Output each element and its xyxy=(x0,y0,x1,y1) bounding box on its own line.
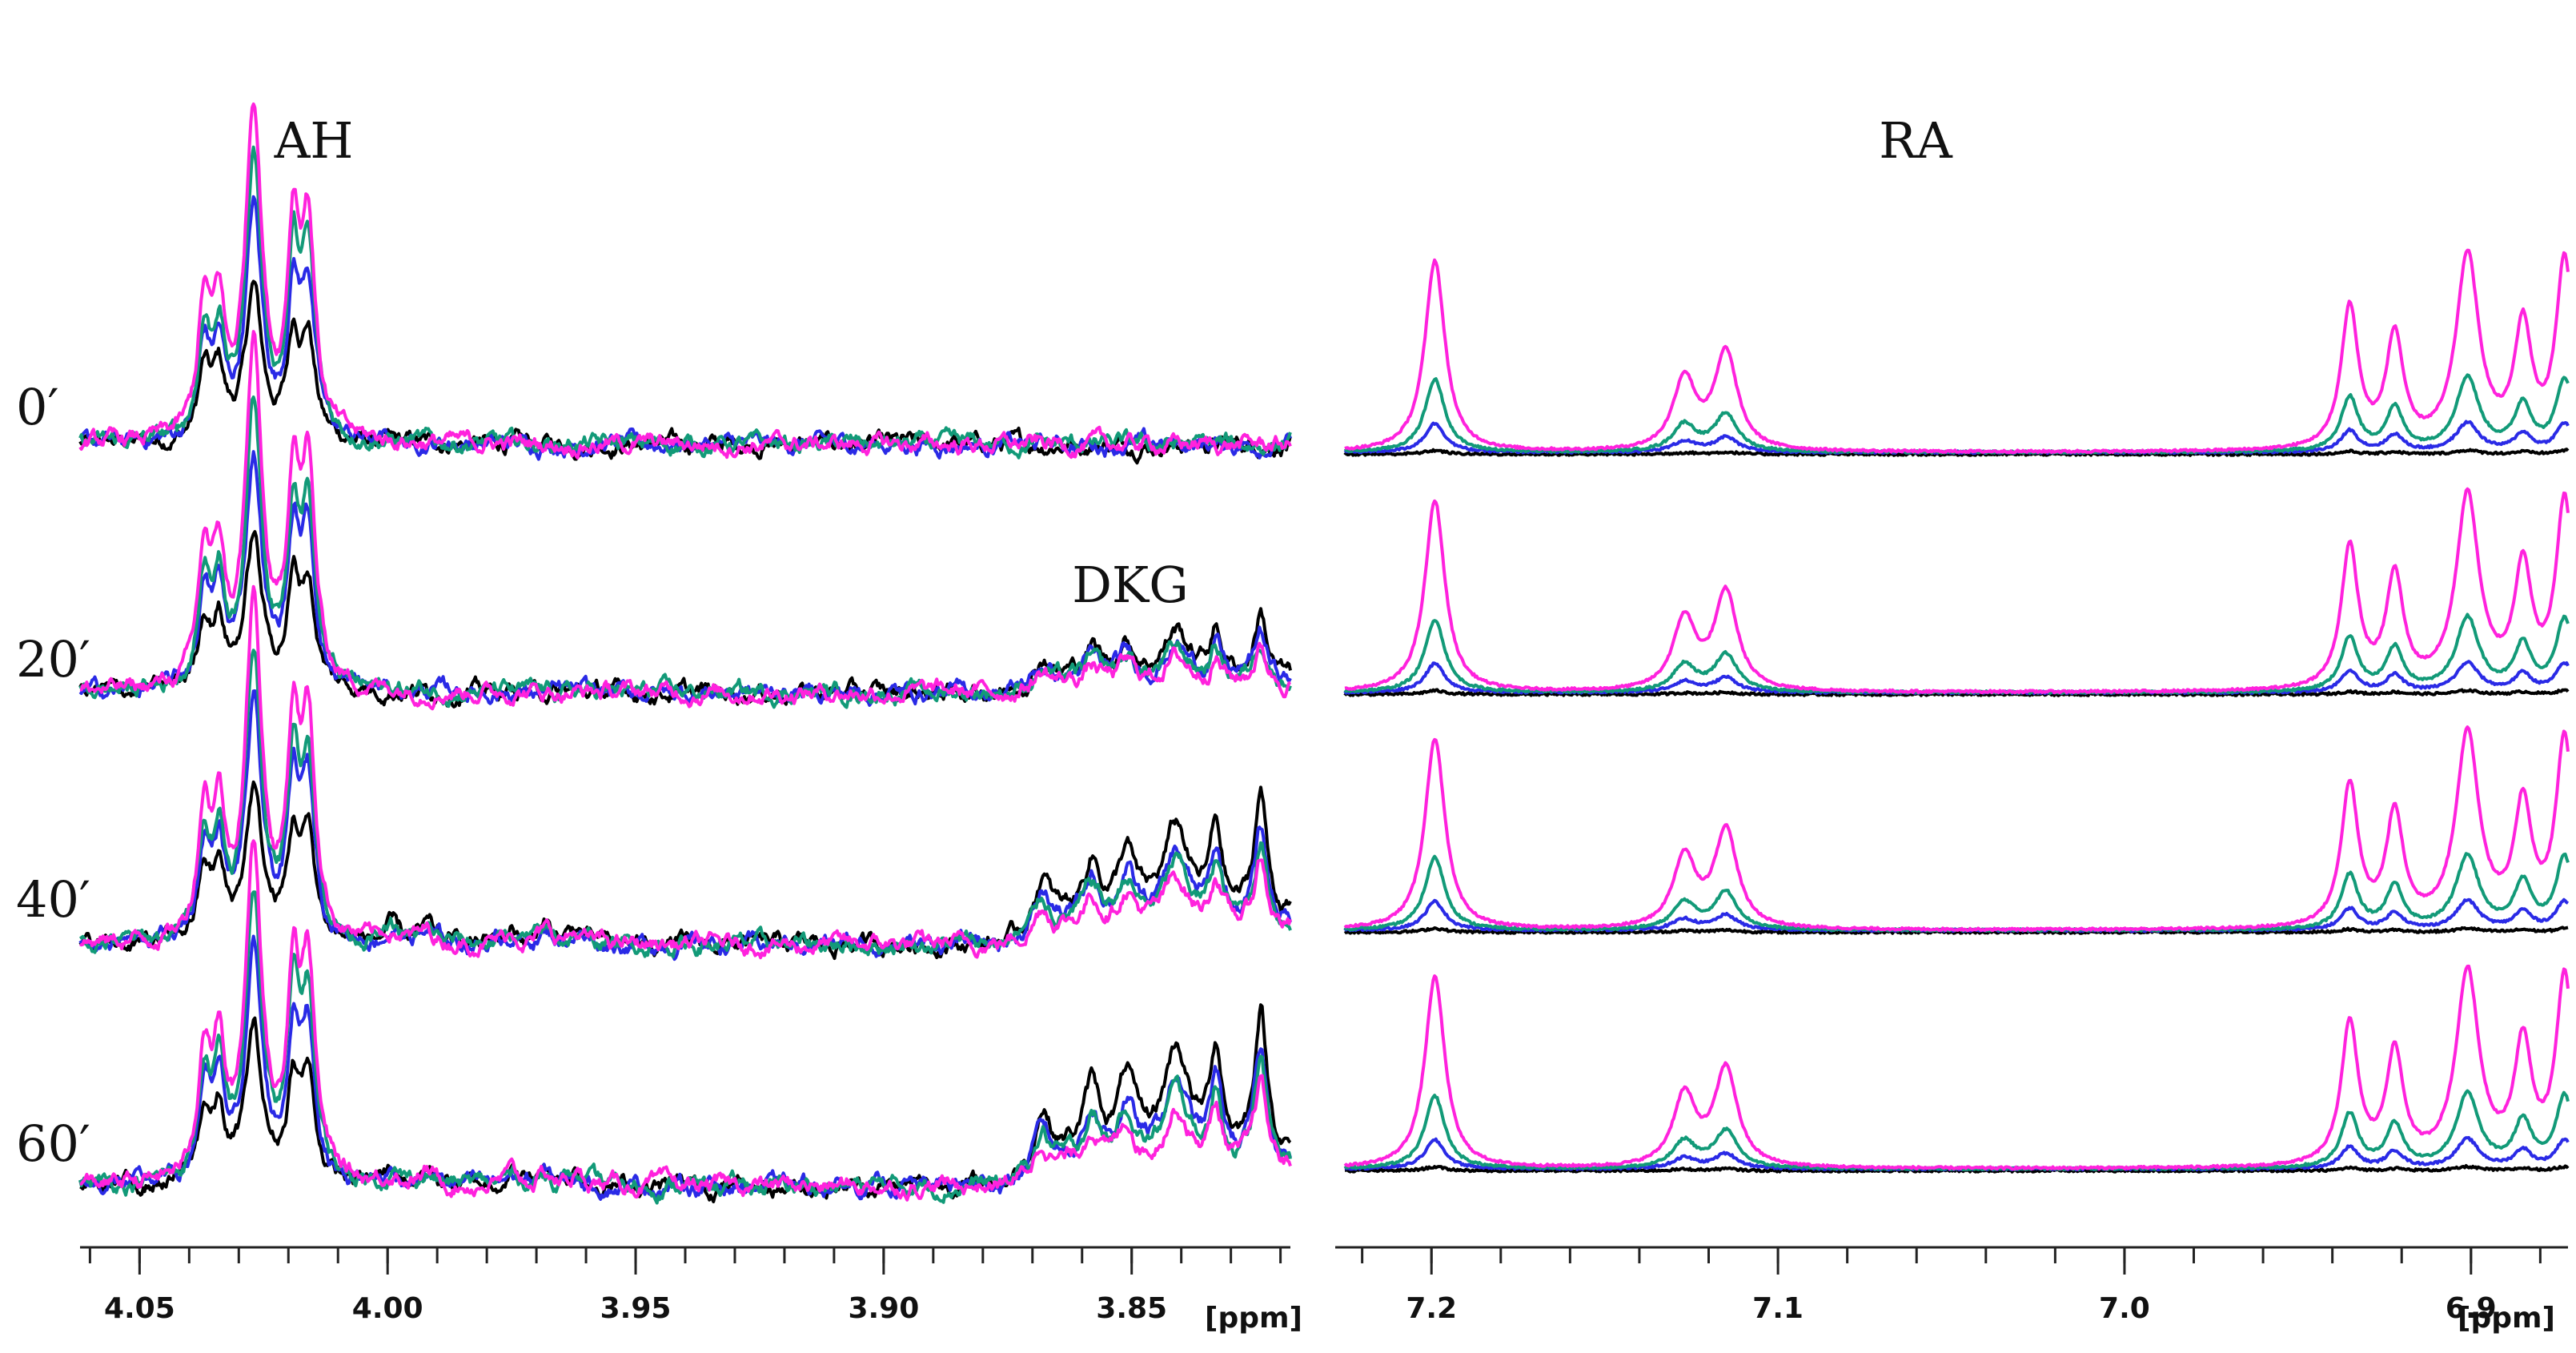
left-spectrum-panel: 4.05 4.00 3.95 3.90 3.85 xyxy=(78,102,1292,1325)
spectrum-line-t1-s3 xyxy=(1344,487,2570,695)
dkg-annotation: DKG xyxy=(1072,556,1189,614)
right-panel-title: RA xyxy=(1879,111,1953,170)
spectrum-line-t0-s3 xyxy=(78,102,1292,460)
spectrum-line-t0-s0 xyxy=(78,279,1292,465)
left-axis-unit: [ppm] xyxy=(1205,1302,1302,1335)
time-label-0: 0′ xyxy=(16,378,59,436)
spectrum-line-t1-s2 xyxy=(78,395,1292,709)
spectrum-line-t2-s2 xyxy=(78,648,1292,959)
spectrum-line-t3-s3 xyxy=(1343,964,2570,1171)
x-tick-label: 4.00 xyxy=(352,1292,423,1325)
time-label-20: 20′ xyxy=(16,630,90,689)
x-tick-label: 3.85 xyxy=(1096,1292,1167,1325)
x-tick-label: 7.2 xyxy=(1406,1292,1457,1325)
spectrum-line-t2-s3 xyxy=(1343,725,2570,933)
x-tick-label: 7.0 xyxy=(2099,1292,2150,1325)
right-spectrum-panel: 7.2 7.1 7.0 6.9 xyxy=(1335,248,2570,1325)
time-label-60: 60′ xyxy=(16,1114,90,1173)
spectrum-line-t0-s3 xyxy=(1344,248,2570,455)
x-tick-label: 4.05 xyxy=(104,1292,175,1325)
spectrum-line-t1-s1 xyxy=(78,450,1292,707)
spectrum-line-t3-s3 xyxy=(79,839,1292,1202)
time-label-40: 40′ xyxy=(16,870,90,929)
x-tick-label: 6.9 xyxy=(2446,1292,2497,1325)
right-axis-unit: [ppm] xyxy=(2458,1302,2555,1335)
spectrum-line-t2-s0 xyxy=(78,780,1292,961)
spectrum-line-t2-s3 xyxy=(79,584,1292,960)
x-tick-label: 3.90 xyxy=(848,1292,919,1325)
x-tick-label: 7.1 xyxy=(1752,1292,1804,1325)
x-tick-label: 3.95 xyxy=(600,1292,672,1325)
left-panel-title: AH xyxy=(274,111,354,170)
spectrum-line-t1-s3 xyxy=(79,330,1292,711)
